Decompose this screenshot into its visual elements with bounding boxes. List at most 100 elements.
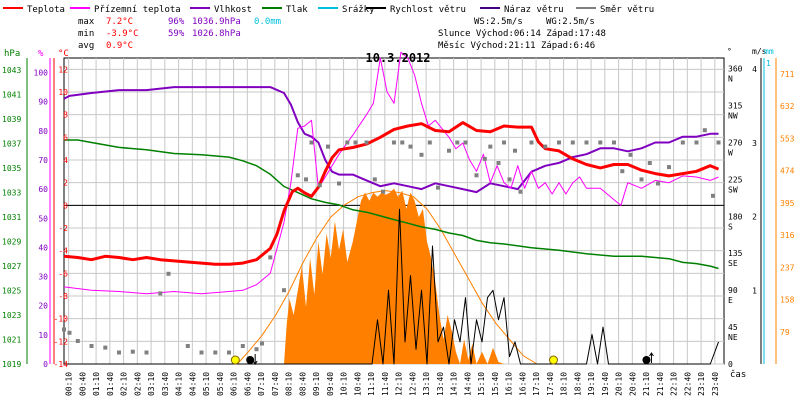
wind-direction-compass: NW [728,112,738,121]
wind-direction-point [326,144,330,149]
wind-direction-point [518,189,523,194]
wind-direction-point [353,140,358,145]
solar-tick: 316 [780,231,795,240]
wind-direction-tick: 135 [728,249,743,258]
wind-direction-point [419,152,424,157]
wind-direction-point [213,350,218,355]
wind-direction-point [75,339,80,343]
stats-moon: Měsíc Východ:21:11 Západ:6:46 [438,41,595,51]
temperature-tick: -10 [54,315,69,324]
stats-label: max [78,17,95,27]
time-tick: 14:10 [450,372,459,396]
time-tick: 12:10 [395,372,404,396]
humidity-tick: 100 [34,69,49,78]
time-tick: 09:10 [312,372,321,396]
stats-temp: 7.2°C [106,17,133,27]
wind-direction-point [447,148,451,153]
time-tick: 02:40 [133,372,142,396]
stats-pressure: 1026.8hPa [192,29,241,39]
humidity-line [63,86,719,194]
stats-rain: 0.0mm [254,17,281,27]
rain-tick: 1 [766,59,771,68]
time-tick: 17:40 [546,372,555,396]
solar-tick: 237 [780,263,795,272]
wind-direction-tick: 45 [728,323,738,332]
time-tick: 03:10 [147,372,156,396]
humidity-tick: 60 [38,185,48,194]
wind-speed-tick: 3 [752,139,757,148]
solar-tick: 553 [780,134,795,143]
wind-direction-point [400,140,405,145]
wind-direction-point [130,349,135,354]
humidity-tick: 50 [38,214,48,223]
temperature-tick: 8 [63,111,68,120]
stats-pressure: 1036.9hPa [192,17,241,27]
wind-direction-compass: E [728,296,733,305]
wind-direction-point [199,350,204,355]
time-tick: 12:40 [408,372,417,396]
wind-direction-point [337,181,341,186]
stats-wind-speed: WS:2.5m/s [474,17,523,27]
time-tick: 08:10 [285,372,294,396]
solar-tick: 79 [780,328,790,337]
wind-direction-point [260,341,264,346]
time-tick: 13:10 [422,372,431,396]
pressure-tick: 1023 [2,311,21,320]
wind-direction-point [455,140,460,145]
temperature-tick: 12 [58,65,68,74]
wind-direction-point [304,177,308,182]
wind-direction-point [488,144,493,149]
wind-direction-point [628,152,633,157]
temperature-tick: 6 [63,133,68,142]
time-tick: 01:10 [92,372,101,396]
temperature-tick: -14 [54,360,69,369]
legend-label: Srážky [342,5,375,15]
pressure-tick: 1041 [2,91,21,100]
temperature-tick: -2 [58,224,68,233]
wind-direction-point [427,140,432,145]
wind-direction-point [702,128,707,133]
wind-direction-point [67,330,72,335]
stats-temp: 0.9°C [106,41,133,51]
time-tick: 22:10 [670,372,679,396]
wind-direction-point [557,140,561,145]
stats-temp: -3.9°C [106,29,139,39]
humidity-tick: 10 [38,331,48,340]
time-tick: 22:40 [683,372,692,396]
wind-direction-point [694,140,699,145]
pressure-tick: 1027 [2,262,21,271]
wind-direction-axis-label: ° [727,47,732,56]
wind-direction-point [570,140,575,145]
stats-sun: Slunce Východ:06:14 Západ:17:48 [438,29,606,39]
humidity-tick: 80 [38,127,48,136]
time-tick: 23:40 [711,372,720,396]
time-tick: 10:10 [340,372,349,396]
wind-speed-line [64,208,719,365]
wind-direction-point [89,344,94,348]
legend-label: Směr větru [600,5,654,15]
wind-direction-point [502,140,506,145]
time-tick: 03:40 [161,372,170,396]
legend: Teplota Přízemní teplota Vlhkost Tlak Srážky… [3,5,654,15]
legend-label: Vlhkost [214,5,252,15]
wind-direction-point [166,271,171,276]
wind-direction-point [392,140,396,145]
time-tick: 11:10 [367,372,376,396]
wind-direction-point [254,347,259,352]
time-tick: 15:10 [477,372,486,396]
temperature-tick: 4 [63,156,68,165]
temperature-line [63,121,720,266]
wind-direction-point [620,169,625,174]
time-tick: 15:40 [491,372,500,396]
time-tick: 04:10 [175,372,184,396]
sunset-icon [549,355,558,365]
moonset-icon [246,356,255,364]
humidity-tick: 30 [38,273,48,282]
wind-direction-point [185,344,190,348]
solar-measured-area [284,188,504,364]
pressure-tick: 1035 [2,164,21,173]
wind-direction-point [496,161,501,165]
pressure-tick: 1037 [2,140,21,149]
wind-direction-tick: 0 [728,360,733,369]
wind-direction-point [408,144,413,149]
